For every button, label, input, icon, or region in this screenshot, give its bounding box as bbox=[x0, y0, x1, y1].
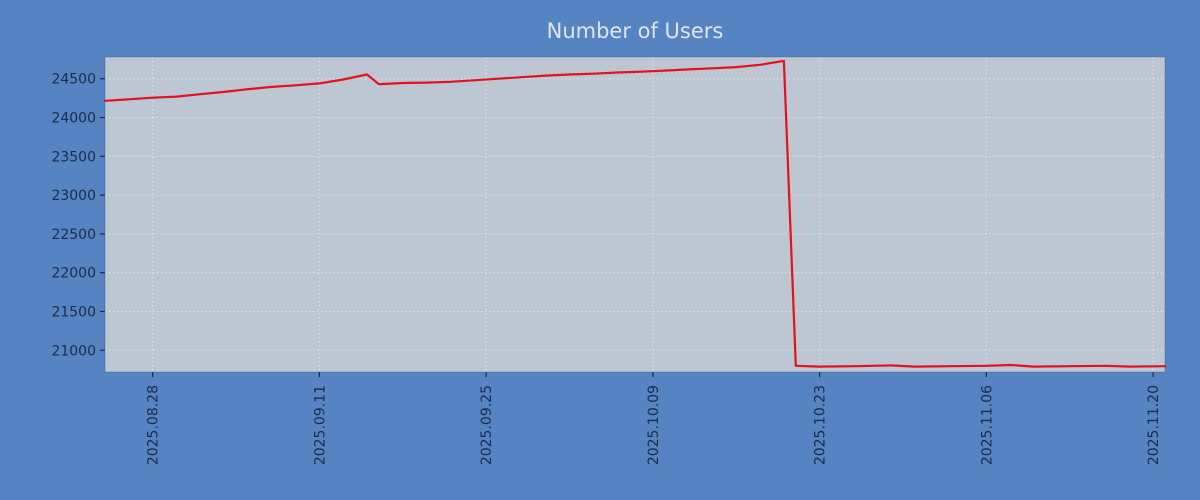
x-tick-label: 2025.11.06 bbox=[979, 385, 995, 465]
y-tick-label: 21000 bbox=[51, 343, 96, 359]
series-layer bbox=[103, 59, 1167, 368]
plot-area bbox=[105, 57, 1165, 372]
y-tick-label: 24500 bbox=[51, 72, 96, 88]
x-tick-label: 2025.10.09 bbox=[646, 385, 662, 465]
y-tick-label: 21500 bbox=[51, 304, 96, 320]
y-tick-label: 23000 bbox=[51, 188, 96, 204]
y-tick-label: 22500 bbox=[51, 227, 96, 243]
x-tick-label: 2025.08.28 bbox=[146, 385, 162, 465]
x-tick-label: 2025.09.25 bbox=[479, 385, 495, 465]
x-tick-label: 2025.11.20 bbox=[1146, 385, 1162, 465]
axis-layer: 21000 21500 22000 22500 23000 23500 24000 24500… bbox=[51, 56, 1166, 465]
x-tick-label: 2025.10.23 bbox=[813, 385, 829, 465]
y-tick-label: 22000 bbox=[51, 266, 96, 282]
chart-title: Number of Users bbox=[547, 19, 724, 43]
x-tick-label: 2025.09.11 bbox=[312, 385, 328, 465]
y-tick-label: 24000 bbox=[51, 111, 96, 127]
y-tick-label: 23500 bbox=[51, 149, 96, 165]
plot-border bbox=[104, 56, 1166, 373]
grid-layer bbox=[105, 57, 1165, 372]
series-line-users bbox=[103, 59, 1167, 368]
